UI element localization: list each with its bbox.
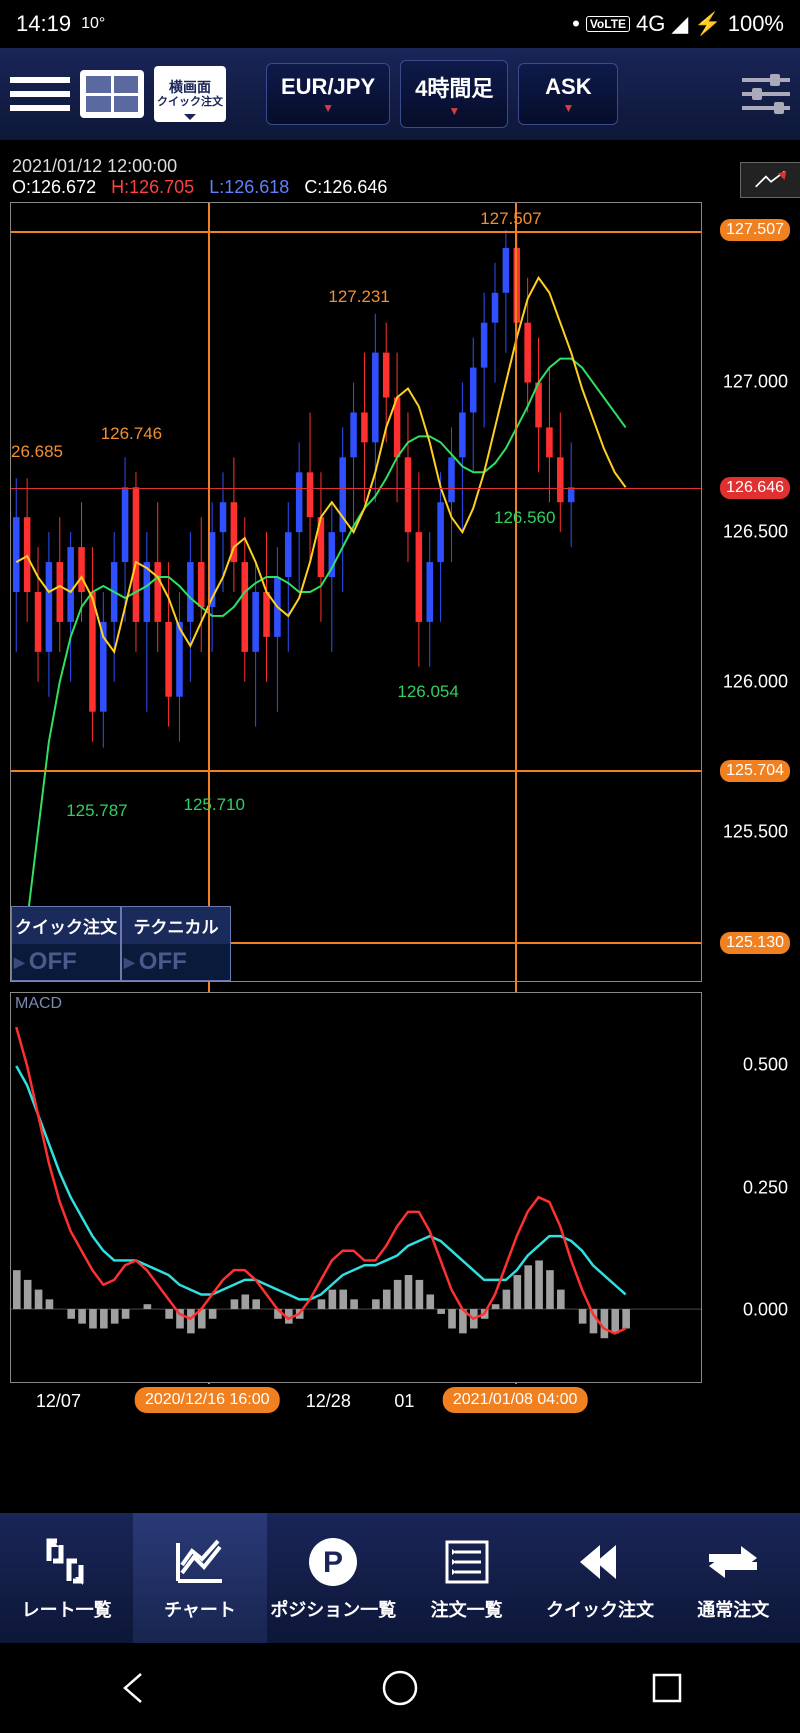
nav-orders[interactable]: 注文一覧 (400, 1513, 533, 1643)
landscape-label: 横画面 (156, 80, 224, 95)
battery-pct: 100% (728, 11, 784, 37)
nav-label: ポジション一覧 (270, 1596, 396, 1622)
draw-tool-button[interactable] (740, 162, 800, 198)
x-tick-label: 01 (394, 1391, 414, 1412)
volte-icon: VoLTE (586, 16, 630, 32)
y-tick-label: 126.500 (723, 522, 788, 543)
y-price-badge: 126.646 (720, 477, 790, 499)
macd-y-tick-label: 0.500 (743, 1055, 788, 1076)
chart-hline (11, 231, 701, 233)
menu-icon[interactable] (10, 77, 70, 111)
bottom-nav: レート一覧 チャート P ポジション一覧 注文一覧 クイック注文 通常注文 (0, 1513, 800, 1643)
chart-icon (172, 1534, 228, 1590)
macd-y-tick-label: 0.000 (743, 1299, 788, 1320)
landscape-quick-order-button[interactable]: 横画面 クイック注文 (154, 66, 226, 122)
nav-label: クイック注文 (546, 1596, 654, 1622)
network-icon: 4G (636, 11, 665, 37)
x-time-badge: 2021/01/08 04:00 (443, 1387, 588, 1413)
chart-annotation: 127.507 (480, 209, 541, 229)
home-button[interactable] (375, 1663, 425, 1713)
quick-order-label: クイック注文 (156, 96, 224, 108)
main-chart[interactable]: 26.685 126.746 127.231 127.507 125.787 125.71… (10, 202, 702, 982)
normal-icon (705, 1534, 761, 1590)
chart-annotation: 125.710 (184, 795, 245, 815)
position-icon: P (305, 1534, 361, 1590)
back-button[interactable] (108, 1663, 158, 1713)
nav-quick[interactable]: クイック注文 (533, 1513, 666, 1643)
y-tick-label: 127.000 (723, 372, 788, 393)
nav-label: レート一覧 (22, 1596, 112, 1622)
chart-annotation: 125.787 (66, 801, 127, 821)
y-price-badge: 127.507 (720, 219, 790, 241)
x-tick-label: 12/07 (36, 1391, 81, 1412)
nav-label: 注文一覧 (431, 1596, 503, 1622)
nav-label: チャート (164, 1596, 236, 1622)
signal-icon: ◢ (671, 11, 688, 37)
x-axis: 12/07 12/28 01 2020/12/16 16:00 2021/01/08 0… (10, 1387, 702, 1423)
nav-normal[interactable]: 通常注文 (667, 1513, 800, 1643)
status-temp: 10° (81, 15, 105, 33)
rate-icon (39, 1534, 95, 1590)
chart-area: 26.685 126.746 127.231 127.507 125.787 125.71… (10, 202, 790, 1423)
quick-icon (572, 1534, 628, 1590)
svg-text:P: P (323, 1546, 343, 1579)
status-time: 14:19 (16, 11, 71, 37)
macd-y-tick-label: 0.250 (743, 1177, 788, 1198)
y-tick-label: 125.500 (723, 822, 788, 843)
y-tick-label: 126.000 (723, 672, 788, 693)
timeframe-select[interactable]: 4時間足 (400, 60, 508, 128)
status-bar: 14:19 10° • VoLTE 4G ◢ ⚡ 100% (0, 0, 800, 48)
x-time-badge: 2020/12/16 16:00 (135, 1387, 280, 1413)
chart-hline (11, 488, 701, 489)
status-dot: • (572, 11, 580, 37)
chart-hline (11, 770, 701, 772)
nav-position[interactable]: P ポジション一覧 (267, 1513, 400, 1643)
chart-annotation: 126.054 (397, 682, 458, 702)
y-axis: 125.500 126.000 126.500 127.000 127.507 126.6… (708, 202, 790, 1383)
toggle-box: クイック注文 OFF テクニカル OFF (11, 906, 231, 981)
x-tick-label: 12/28 (306, 1391, 351, 1412)
nav-rate[interactable]: レート一覧 (0, 1513, 133, 1643)
chart-annotation: 126.560 (494, 508, 555, 528)
macd-chart[interactable]: MACD (10, 992, 702, 1383)
price-type-select[interactable]: ASK (518, 63, 618, 125)
layout-icon[interactable] (80, 70, 144, 118)
ohlc-datetime: 2021/01/12 12:00:00 (12, 156, 387, 177)
nav-chart[interactable]: チャート (133, 1513, 266, 1643)
toolbar: 横画面 クイック注文 EUR/JPY 4時間足 ASK (0, 48, 800, 140)
quick-order-toggle[interactable]: クイック注文 OFF (11, 906, 121, 981)
charging-icon: ⚡ (694, 11, 721, 37)
chart-annotation: 26.685 (11, 442, 63, 462)
recent-button[interactable] (642, 1663, 692, 1713)
orders-icon (439, 1534, 495, 1590)
pair-select[interactable]: EUR/JPY (266, 63, 390, 125)
technical-toggle[interactable]: テクニカル OFF (121, 906, 231, 981)
chart-annotation: 126.746 (101, 424, 162, 444)
chart-annotation: 127.231 (328, 287, 389, 307)
nav-label: 通常注文 (697, 1596, 769, 1622)
y-price-badge: 125.130 (720, 932, 790, 954)
settings-icon[interactable] (742, 74, 790, 114)
y-price-badge: 125.704 (720, 760, 790, 782)
macd-label: MACD (15, 995, 62, 1013)
system-nav (0, 1643, 800, 1733)
ohlc-info: 2021/01/12 12:00:00 O:126.672 H:126.705 … (12, 156, 387, 198)
